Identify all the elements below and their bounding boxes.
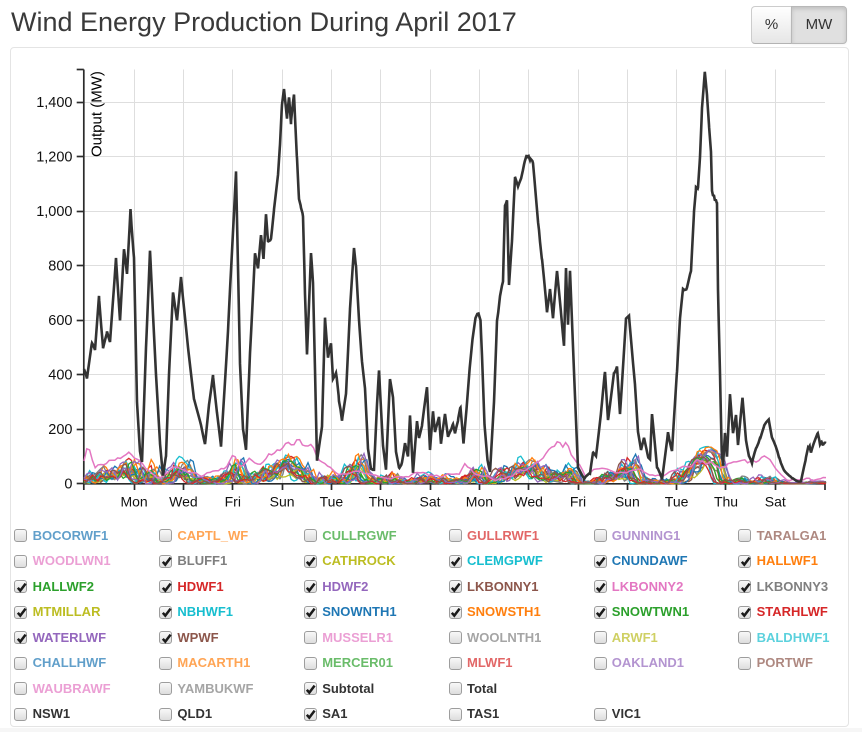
svg-text:Wed: Wed xyxy=(514,494,543,510)
svg-text:Mon: Mon xyxy=(120,494,147,510)
svg-text:Sun: Sun xyxy=(615,494,640,510)
svg-text:Thu: Thu xyxy=(714,494,738,510)
svg-text:Fri: Fri xyxy=(225,494,241,510)
svg-text:Mon: Mon xyxy=(466,494,493,510)
svg-text:1,000: 1,000 xyxy=(36,204,72,220)
svg-text:Tue: Tue xyxy=(665,494,689,510)
svg-text:0: 0 xyxy=(64,477,72,493)
svg-text:200: 200 xyxy=(48,422,72,438)
svg-text:Sat: Sat xyxy=(419,494,440,510)
svg-text:800: 800 xyxy=(48,259,72,275)
svg-text:Fri: Fri xyxy=(570,494,586,510)
svg-text:400: 400 xyxy=(48,368,72,384)
svg-text:Tue: Tue xyxy=(320,494,344,510)
svg-text:1,200: 1,200 xyxy=(36,150,72,166)
svg-text:Sun: Sun xyxy=(270,494,295,510)
svg-text:Sat: Sat xyxy=(765,494,786,510)
svg-text:Thu: Thu xyxy=(369,494,393,510)
svg-text:600: 600 xyxy=(48,313,72,329)
svg-text:1,400: 1,400 xyxy=(36,95,72,111)
svg-text:Wed: Wed xyxy=(169,494,198,510)
svg-text:Output (MW): Output (MW) xyxy=(89,71,106,157)
